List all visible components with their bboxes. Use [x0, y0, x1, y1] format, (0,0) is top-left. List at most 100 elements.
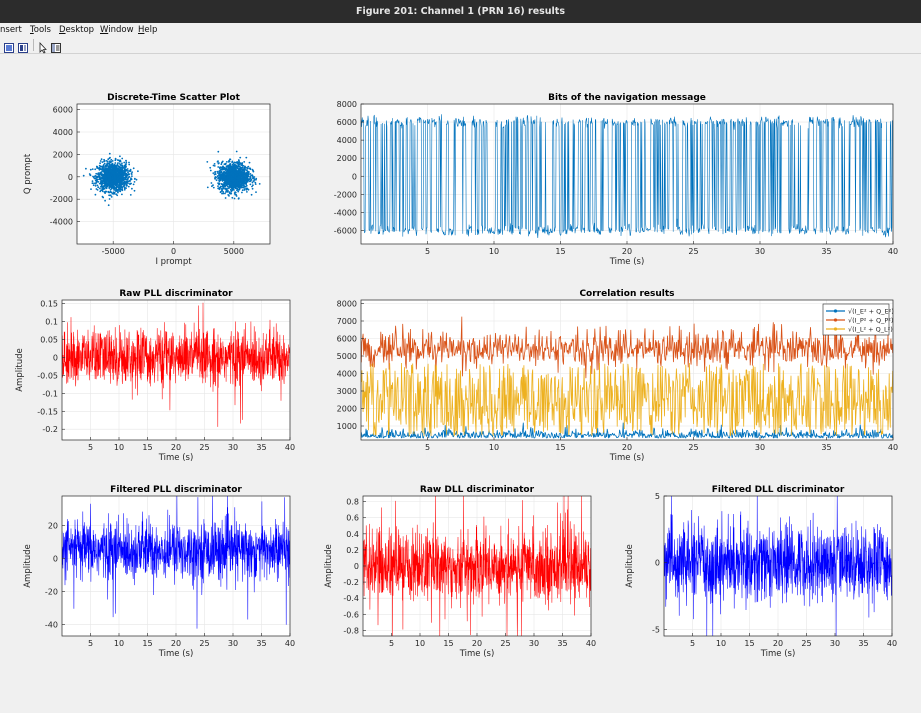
scatter-point — [132, 167, 135, 170]
scatter-point — [106, 160, 109, 163]
menu-window[interactable]: Window — [100, 23, 134, 37]
scatter-point — [119, 190, 122, 193]
scatter-point — [112, 170, 114, 173]
series-line-0 — [361, 422, 893, 439]
scatter-point — [99, 168, 102, 171]
menu-help[interactable]: Help — [138, 23, 157, 37]
plot-rawdll[interactable]: 5 10 15 20 25 30 35 40 -0.8 -0.6 -0.4 -0.2 0 0.2 0.4 0.… — [324, 485, 596, 659]
scatter-point — [127, 185, 130, 188]
scatter-point — [233, 189, 235, 191]
scatter-point — [123, 187, 126, 190]
menu-desktop[interactable]: Desktop — [59, 23, 94, 37]
y-tick-label: -0.4 — [343, 594, 359, 603]
scatter-point — [238, 188, 241, 191]
scatter-point — [131, 171, 134, 173]
scatter-point — [245, 182, 248, 185]
y-tick-label: 0.6 — [346, 514, 359, 523]
scatter-point — [251, 177, 254, 179]
x-tick-label: 10 — [114, 639, 124, 648]
scatter-point — [244, 165, 247, 168]
scatter-point — [105, 167, 108, 170]
scatter-point — [206, 186, 209, 189]
x-tick-label: 30 — [228, 443, 238, 452]
scatter-point — [231, 161, 234, 164]
scatter-point — [124, 164, 127, 167]
insert-colorbar-icon[interactable] — [17, 39, 29, 53]
scatter-point — [236, 174, 239, 177]
scatter-point — [102, 196, 105, 199]
scatter-point — [226, 185, 229, 188]
scatter-point — [106, 175, 108, 178]
y-tick-label: 0.05 — [40, 335, 58, 344]
property-editor-icon[interactable] — [50, 39, 62, 53]
y-tick-label: 1000 — [337, 422, 357, 431]
plot-filtpll[interactable]: 5 10 15 20 25 30 35 40 -40 -20 0 20 Filtered PLL dis… — [23, 485, 295, 659]
scatter-point — [95, 188, 98, 190]
x-tick-label: 35 — [256, 639, 266, 648]
scatter-point — [133, 189, 136, 192]
scatter-point — [106, 165, 108, 167]
plot-correlation[interactable]: √(I_E² + Q_E²)√(I_P² + Q_P²)√(I_L² + Q_L… — [337, 289, 898, 463]
scatter-point — [129, 180, 131, 183]
scatter-point — [248, 178, 251, 181]
scatter-point — [126, 168, 129, 170]
x-tick-label: 25 — [500, 639, 510, 648]
scatter-point — [97, 172, 100, 175]
scatter-point — [243, 168, 245, 170]
menu-insert[interactable]: nsert — [0, 23, 22, 37]
scatter-point — [221, 173, 224, 175]
plot-rawpll[interactable]: 5 10 15 20 25 30 35 40 -0.2 -0.15 -0.1 -0.05 0 0.05 0.… — [15, 289, 295, 463]
scatter-point — [225, 165, 228, 168]
x-tick-label: 15 — [142, 443, 152, 452]
menu-label-rest: esktop — [65, 25, 95, 35]
scatter-point — [225, 182, 228, 184]
scatter-point — [129, 169, 132, 172]
scatter-point — [121, 193, 123, 196]
scatter-point — [118, 165, 121, 168]
scatter-point — [113, 172, 115, 174]
figure-canvas: -5000 0 5000 -4000 -2000 0 2000 4000 6000 Discret… — [0, 54, 921, 709]
plot-scatter[interactable]: -5000 0 5000 -4000 -2000 0 2000 4000 6000 Discret… — [23, 93, 271, 267]
scatter-point — [255, 178, 257, 181]
scatter-point — [229, 158, 232, 161]
x-tick-label: 35 — [858, 639, 868, 648]
scatter-point — [128, 161, 130, 164]
y-tick-label: -0.1 — [42, 389, 58, 398]
plot-navbits[interactable]: 5 10 15 20 25 30 35 40 -6000 -4000 -2000 0 2000 4000 6… — [334, 93, 898, 267]
scatter-point — [116, 167, 119, 169]
scatter-point — [108, 198, 111, 200]
scatter-point — [209, 169, 212, 172]
scatter-point — [101, 173, 104, 176]
scatter-point — [101, 174, 103, 177]
x-tick-label: 5 — [425, 247, 430, 256]
signal-line — [62, 302, 290, 427]
new-figure-icon[interactable] — [3, 39, 15, 53]
menu-mnemonic: W — [100, 25, 109, 35]
scatter-point — [213, 173, 216, 176]
x-tick-label: 25 — [688, 443, 698, 452]
scatter-point — [92, 184, 95, 187]
scatter-point — [123, 180, 126, 183]
x-tick-label: 30 — [830, 639, 840, 648]
menu-tools[interactable]: Tools — [30, 23, 51, 37]
chart-legend: √(I_E² + Q_E²)√(I_P² + Q_P²)√(I_L² + Q_L… — [822, 303, 894, 336]
signal-line — [363, 496, 591, 636]
x-tick-label: 40 — [285, 639, 295, 648]
scatter-point — [100, 172, 102, 175]
plot-filtdll[interactable]: 5 10 15 20 25 30 35 40 -5 0 5 Filtered DLL discrimi… — [625, 485, 897, 659]
scatter-point — [221, 175, 224, 178]
scatter-point — [123, 188, 126, 191]
scatter-point — [236, 182, 239, 184]
scatter-point — [218, 183, 221, 186]
y-tick-label: 6000 — [337, 335, 357, 344]
pointer-icon[interactable] — [37, 39, 49, 54]
scatter-point — [110, 161, 113, 163]
x-tick-label: 35 — [557, 639, 567, 648]
scatter-point — [212, 184, 214, 187]
scatter-point — [109, 175, 112, 178]
scatter-point — [123, 178, 125, 180]
scatter-point — [235, 150, 238, 153]
scatter-point — [96, 184, 99, 187]
scatter-point — [239, 162, 242, 165]
scatter-point — [233, 179, 236, 182]
